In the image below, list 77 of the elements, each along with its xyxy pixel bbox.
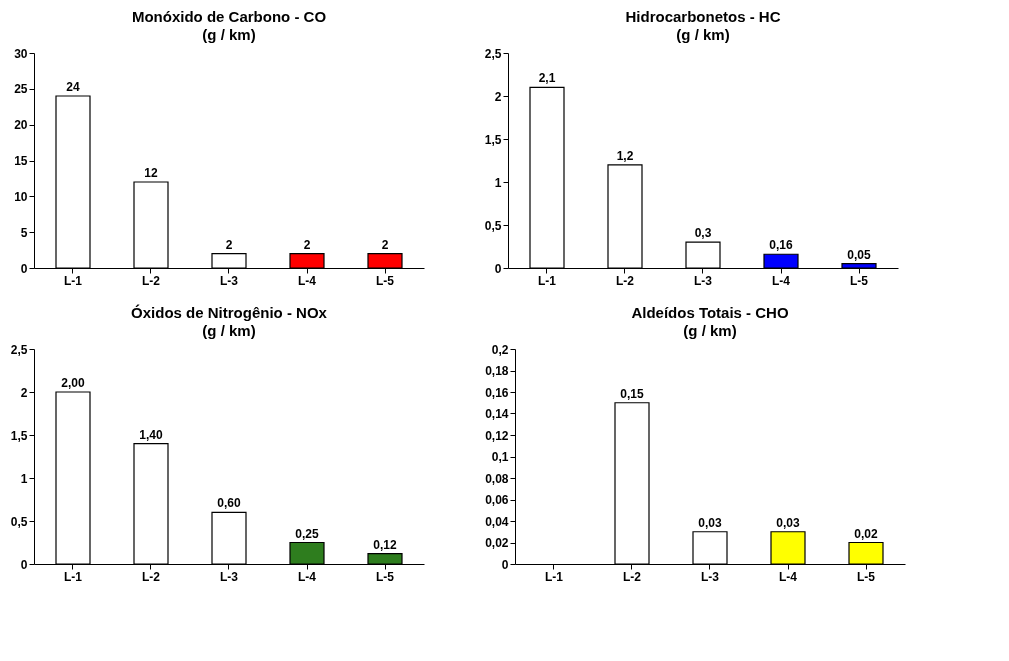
y-tick-label: 0,5	[10, 514, 28, 529]
y-tick-label: 2	[20, 385, 28, 400]
data-label: 0,12	[373, 537, 397, 552]
chart-title: Monóxido de Carbono - CO	[131, 8, 327, 25]
data-label: 1,2	[616, 148, 634, 163]
chart-subtitle: (g / km)	[676, 26, 730, 43]
data-label: 0,03	[776, 515, 800, 530]
data-label: 2	[381, 237, 389, 252]
x-tick-label: L-3	[220, 273, 239, 288]
x-tick-label: L-1	[64, 569, 83, 584]
y-tick-label: 10	[14, 189, 28, 204]
y-tick-label: 20	[14, 118, 28, 133]
x-tick-label: L-5	[857, 569, 876, 584]
data-label: 0,3	[694, 226, 712, 241]
chart-title: Óxidos de Nitrogênio - NOx	[131, 304, 328, 321]
y-tick-label: 2	[494, 89, 502, 104]
data-label: 1,40	[139, 427, 163, 442]
y-tick-label: 0,18	[485, 364, 509, 378]
data-label: 0,02	[854, 526, 878, 541]
data-label: 0,03	[698, 515, 722, 530]
y-tick-label: 1	[494, 175, 502, 190]
y-tick-label: 0,5	[484, 218, 502, 233]
x-tick-label: L-3	[701, 569, 720, 584]
x-tick-label: L-2	[142, 569, 161, 584]
x-tick-label: L-2	[616, 273, 635, 288]
data-label: 0,05	[847, 247, 871, 262]
y-tick-label: 0	[501, 557, 509, 572]
y-tick-label: 0,14	[485, 407, 509, 421]
data-label: 0,16	[769, 238, 793, 253]
x-tick-label: L-1	[545, 569, 564, 584]
data-label: 12	[144, 166, 158, 180]
data-label: 2,00	[61, 376, 85, 390]
x-tick-label: L-1	[538, 273, 557, 288]
y-tick-label: 0,1	[491, 450, 509, 464]
chart-subtitle: (g / km)	[202, 26, 256, 43]
y-tick-label: 1,5	[10, 428, 28, 443]
y-tick-label: 0	[20, 261, 28, 276]
y-tick-label: 0,04	[485, 514, 509, 529]
x-tick-label: L-2	[142, 273, 161, 288]
y-tick-label: 25	[14, 82, 28, 97]
y-tick-label: 1	[20, 471, 28, 486]
y-tick-label: 0,08	[485, 471, 509, 486]
y-tick-label: 30	[14, 46, 28, 61]
x-tick-label: L-2	[623, 569, 642, 584]
x-tick-label: L-4	[298, 273, 317, 288]
x-tick-label: L-5	[376, 273, 395, 288]
x-tick-label: L-3	[694, 273, 713, 288]
x-tick-label: L-1	[64, 273, 83, 288]
data-label: 2	[303, 237, 311, 252]
y-tick-label: 0	[494, 261, 502, 276]
y-tick-label: 0,16	[485, 385, 509, 400]
y-tick-label: 15	[14, 154, 28, 168]
x-tick-label: L-4	[779, 569, 798, 584]
y-tick-label: 0,06	[485, 493, 509, 507]
x-tick-label: L-4	[772, 273, 791, 288]
data-label: 24	[66, 80, 80, 94]
x-tick-label: L-3	[220, 569, 239, 584]
data-label: 2	[225, 237, 233, 252]
y-tick-label: 0,12	[485, 428, 509, 443]
chart-title: Aldeídos Totais - CHO	[631, 304, 789, 321]
y-tick-label: 0	[20, 557, 28, 572]
y-tick-label: 1,5	[484, 132, 502, 147]
y-tick-label: 0,2	[491, 342, 509, 357]
chart-title: Hidrocarbonetos - HC	[625, 8, 781, 25]
chart-subtitle: (g / km)	[683, 322, 737, 339]
data-label: 0,60	[217, 496, 241, 511]
y-tick-label: 0,02	[485, 536, 509, 550]
y-tick-label: 2,5	[10, 342, 28, 357]
data-label: 0,15	[620, 386, 644, 401]
data-label: 0,25	[295, 526, 319, 541]
data-label: 2,1	[538, 71, 556, 86]
y-tick-label: 2,5	[484, 46, 502, 61]
x-tick-label: L-4	[298, 569, 317, 584]
y-tick-label: 5	[20, 225, 28, 240]
x-tick-label: L-5	[850, 273, 869, 288]
chart-subtitle: (g / km)	[202, 322, 256, 339]
x-tick-label: L-5	[376, 569, 395, 584]
